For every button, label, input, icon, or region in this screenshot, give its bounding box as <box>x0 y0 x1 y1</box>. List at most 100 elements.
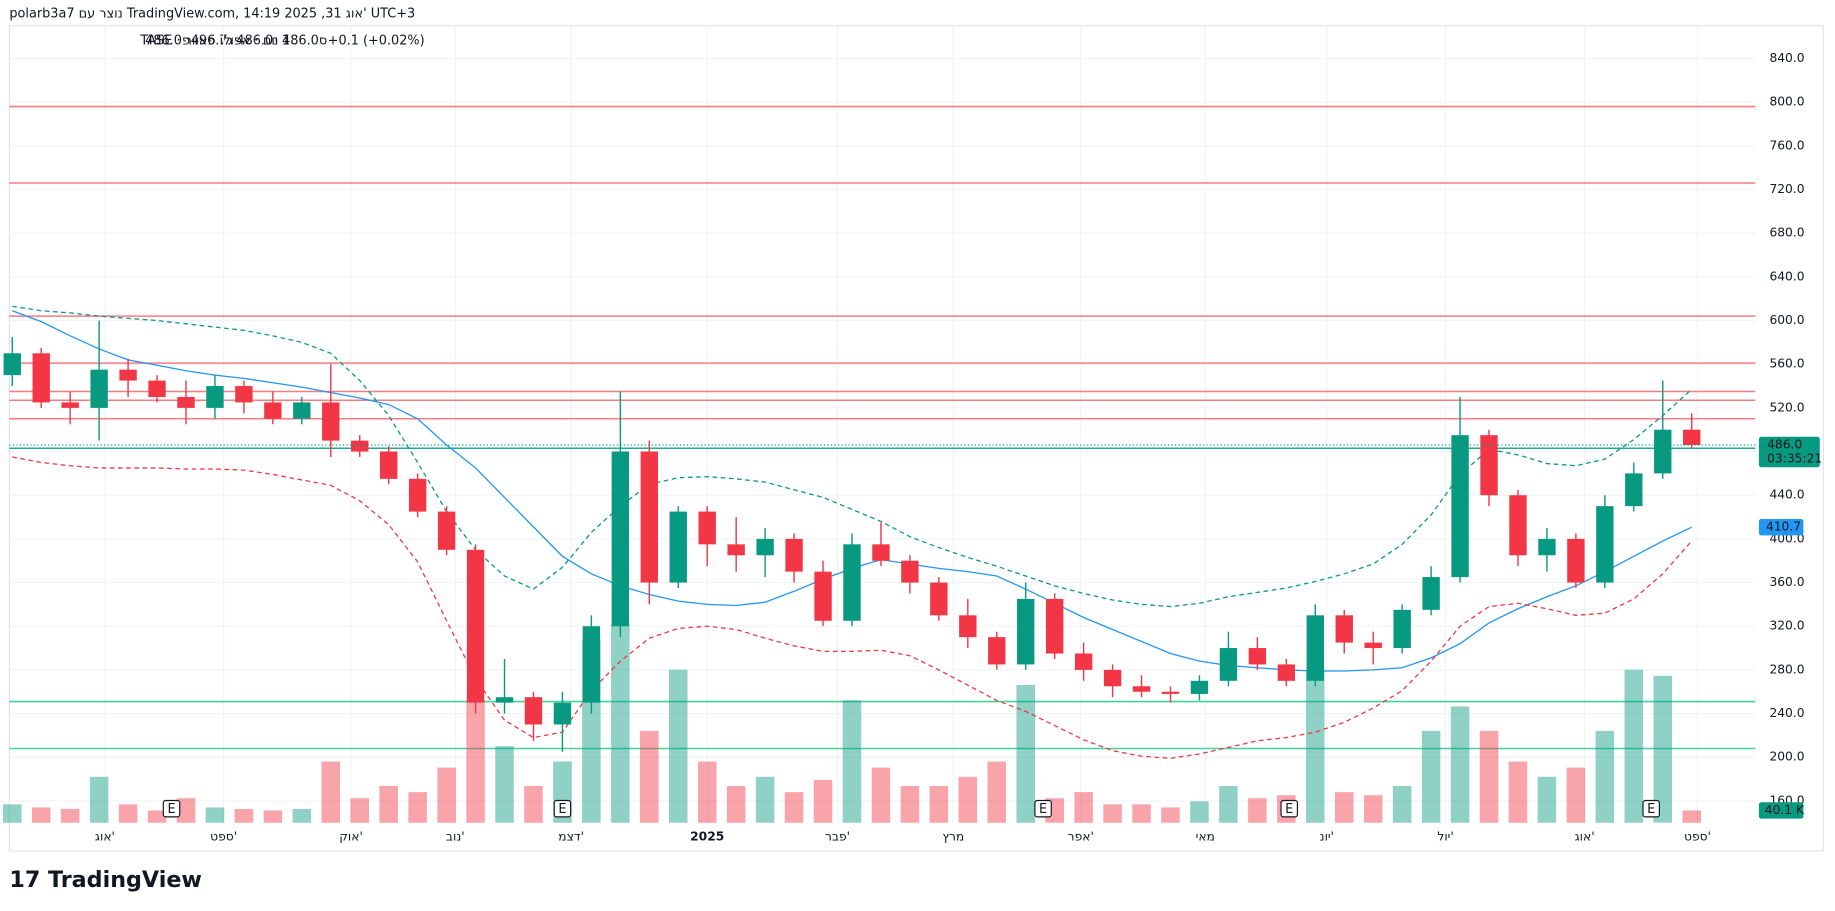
volume-bar <box>1074 792 1093 823</box>
candle-body <box>1451 435 1469 578</box>
brand-mark: 17 <box>9 867 48 893</box>
volume-bar <box>1363 795 1383 823</box>
event-marker: E <box>553 799 572 818</box>
x-tick-label: פבר' <box>825 829 850 843</box>
y-tick-label: 720.0 <box>1769 182 1804 196</box>
event-marker: E <box>1034 799 1052 818</box>
candle-body <box>1567 538 1585 583</box>
y-tick-label: 840.0 <box>1769 51 1804 65</box>
volume-bar <box>524 786 543 823</box>
candle-body <box>1017 598 1035 665</box>
candle-body <box>119 369 137 381</box>
candle-body <box>872 544 890 561</box>
candle-body <box>582 626 601 703</box>
event-marker: E <box>162 799 181 818</box>
event-box <box>1034 799 1052 818</box>
volume-bar <box>1132 804 1151 823</box>
volume-bar <box>147 810 167 823</box>
volume-bar <box>1161 807 1180 823</box>
volume-bar <box>1103 804 1122 823</box>
y-tick-label: 240.0 <box>1769 706 1804 720</box>
volume-bar <box>118 804 138 823</box>
volume-bar <box>1016 685 1035 823</box>
candle-body <box>1393 609 1411 649</box>
last-price-box <box>1758 436 1820 468</box>
candle-body <box>901 560 919 583</box>
header: polarb3a7 נוצר עם TradingView.com, 14:19… <box>9 7 415 22</box>
volume-bar <box>437 767 456 823</box>
brand-logo[interactable]: 17 TradingView <box>9 867 202 893</box>
volume-bar <box>176 798 196 823</box>
candle-body <box>843 544 861 621</box>
candle-body <box>177 396 195 408</box>
x-tick-label: אוק' <box>339 829 363 843</box>
candle-body <box>293 402 311 419</box>
candle-body <box>32 353 50 403</box>
candle-body <box>437 511 456 550</box>
x-tick-label: דצמ' <box>558 829 584 843</box>
event-box <box>162 799 181 818</box>
volume-bar <box>31 807 51 823</box>
event-box <box>1280 799 1299 818</box>
volume-bar <box>1421 730 1441 823</box>
legend-value: ס486.0 <box>282 33 327 48</box>
legend-value: +0.1 (+0.02%) <box>328 33 425 48</box>
volume-bar <box>408 792 427 823</box>
y-tick-label: 280.0 <box>1769 662 1804 676</box>
volume-bar <box>697 761 717 823</box>
candle-body <box>1277 664 1296 681</box>
candle-body <box>611 451 630 627</box>
candle-body <box>756 538 774 556</box>
event-label: E <box>1647 802 1655 817</box>
brand-name: TradingView <box>48 867 202 893</box>
x-tick-label: נוב' <box>446 829 465 843</box>
volume-bar <box>813 779 833 823</box>
candle-body <box>380 451 398 479</box>
volume-bar <box>900 786 920 823</box>
candle-body <box>1190 680 1209 694</box>
volume-box <box>1758 802 1804 819</box>
legend-value: ג496.7 <box>191 33 233 48</box>
volume-bar <box>929 786 949 823</box>
volume-bar <box>726 786 746 823</box>
candle-body <box>1306 615 1324 681</box>
candle-body <box>90 369 108 408</box>
volume-bar <box>321 761 341 823</box>
volume-bar <box>784 792 804 823</box>
volume-bar <box>60 808 80 823</box>
candle-body <box>1480 435 1498 496</box>
candle-body <box>206 386 224 408</box>
candle-body <box>1248 648 1267 665</box>
last-price-label: 486.0 <box>1767 437 1802 451</box>
volume-bar <box>379 786 398 823</box>
candle-body <box>3 353 21 376</box>
legend-value: נ486.0 <box>236 33 278 48</box>
x-tick-label: מאי <box>1196 829 1215 843</box>
volume-bar <box>958 776 978 823</box>
countdown-label: 03:35:21 <box>1767 452 1822 466</box>
event-box <box>553 799 572 818</box>
candle-body <box>1364 642 1382 649</box>
volume-bar <box>263 810 283 823</box>
candle-body <box>1074 653 1093 670</box>
event-label: E <box>558 802 566 817</box>
candle-body <box>148 380 166 397</box>
x-tick-label: מרץ <box>942 829 964 843</box>
volume-bar <box>1653 675 1673 823</box>
y-tick-label: 320.0 <box>1769 619 1804 633</box>
candle-body <box>1596 506 1614 583</box>
y-tick-label: 520.0 <box>1769 400 1804 414</box>
volume-bar <box>640 730 659 823</box>
volume-bar <box>466 700 485 823</box>
ma-price-box <box>1758 519 1804 536</box>
indicator-line <box>12 305 1693 608</box>
candle-body <box>1422 577 1440 610</box>
volume-bar <box>1334 792 1354 823</box>
candle-body <box>785 538 803 572</box>
y-tick-label: 760.0 <box>1769 138 1804 152</box>
volume-bar <box>234 808 254 823</box>
event-marker: E <box>1642 799 1660 818</box>
candle-body <box>351 440 369 452</box>
x-tick-label: אוג' <box>95 829 115 843</box>
